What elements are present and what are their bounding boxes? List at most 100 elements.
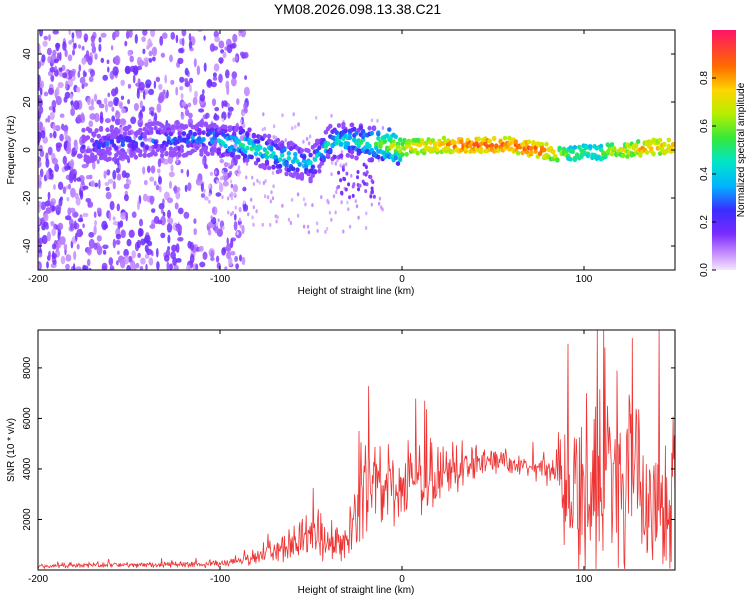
spectral-ridge-point — [153, 140, 158, 146]
spectral-noise-point — [244, 75, 248, 80]
spectral-ridge-point — [347, 135, 353, 141]
spectral-ridge-point — [87, 148, 93, 154]
spectral-ridge-point — [245, 132, 250, 138]
spectral-noise-point — [336, 158, 339, 163]
spectral-noise-point — [188, 40, 193, 49]
spectral-ridge-point — [343, 177, 347, 182]
spectral-ridge-point — [550, 149, 556, 155]
spectral-noise-point — [221, 111, 227, 121]
spectral-noise-point — [78, 64, 82, 72]
spectral-noise-point — [91, 45, 97, 54]
spectral-noise-point — [272, 184, 275, 189]
spectral-ridge-point — [325, 141, 331, 147]
spectral-ridge-point — [277, 157, 283, 162]
spectral-noise-point — [47, 115, 51, 123]
spectral-noise-point — [88, 267, 92, 270]
y-tick-label: 2000 — [22, 508, 33, 531]
spectral-noise-point — [150, 110, 155, 117]
spectral-noise-point — [212, 76, 218, 81]
spectral-noise-point — [140, 257, 146, 265]
colorbar-tick-label: 0.8 — [699, 71, 710, 85]
spectral-noise-point — [50, 74, 55, 82]
spectral-noise-point — [47, 146, 53, 156]
spectral-ridge-point — [382, 139, 388, 144]
spectral-noise-point — [99, 111, 104, 120]
spectral-ridge-point — [598, 143, 604, 149]
spectral-noise-point — [117, 250, 120, 255]
spectral-noise-point — [218, 40, 225, 49]
spectral-noise-point — [125, 211, 128, 222]
spectral-ridge-point — [149, 129, 154, 134]
spectral-noise-point — [48, 87, 54, 95]
spectral-ridge-point — [210, 127, 215, 132]
spectral-ridge-point — [223, 124, 228, 130]
spectral-ridge-point — [192, 131, 198, 137]
spectral-noise-point — [128, 229, 135, 238]
spectral-noise-point — [262, 112, 265, 117]
spectral-noise-point — [54, 65, 57, 72]
spectral-noise-point — [305, 136, 309, 141]
spectral-ridge-point — [271, 151, 276, 156]
spectral-noise-point — [137, 200, 140, 211]
spectral-noise-point — [51, 99, 57, 109]
spectral-ridge-point — [395, 161, 401, 167]
spectral-noise-point — [118, 144, 122, 149]
spectral-ridge-point — [236, 154, 241, 160]
spectral-noise-point — [45, 158, 50, 168]
spectral-noise-point — [133, 103, 139, 111]
spectral-ridge-point — [162, 146, 167, 152]
spectral-noise-point — [65, 80, 68, 90]
spectral-ridge-point — [271, 164, 276, 170]
spectral-noise-point — [69, 93, 73, 100]
colorbar-label: Normalized spectral amplitude — [736, 82, 747, 217]
spectral-noise-point — [216, 255, 220, 263]
spectral-ridge-point — [424, 140, 429, 146]
spectral-noise-point — [276, 215, 279, 220]
spectral-ridge-point — [177, 131, 182, 136]
spectral-ridge-point — [435, 147, 440, 153]
spectral-noise-point — [167, 209, 171, 219]
spectral-ridge-point — [105, 127, 110, 133]
spectral-noise-point — [381, 126, 385, 130]
spectral-noise-point — [214, 36, 221, 43]
spectral-noise-point — [55, 42, 61, 49]
spectral-noise-point — [96, 207, 102, 215]
spectral-ridge-point — [557, 145, 562, 151]
spectral-ridge-point — [319, 161, 324, 167]
spectral-noise-point — [38, 160, 42, 168]
spectral-ridge-point — [249, 154, 254, 160]
spectral-ridge-point — [371, 125, 377, 131]
spectral-noise-point — [70, 187, 76, 198]
spectral-ridge-point — [297, 162, 302, 167]
spectral-noise-point — [63, 96, 68, 103]
spectral-noise-point — [335, 190, 338, 195]
spectral-noise-point — [120, 95, 125, 101]
spectral-noise-point — [365, 211, 368, 216]
spectral-ridge-point — [367, 125, 372, 131]
spectral-noise-point — [112, 180, 116, 190]
spectral-noise-point — [206, 79, 213, 88]
spectral-noise-point — [226, 196, 230, 201]
spectral-noise-point — [114, 98, 119, 106]
spectral-noise-point — [239, 254, 242, 262]
spectral-noise-point — [238, 30, 244, 34]
spectral-ridge-point — [585, 153, 591, 159]
spectral-noise-point — [145, 79, 152, 88]
spectral-ridge-point — [85, 135, 91, 141]
spectral-noise-point — [330, 113, 333, 118]
spectral-ridge-point — [199, 122, 204, 128]
spectral-ridge-point — [548, 145, 554, 151]
colorbar-tick-label: 0.0 — [699, 263, 710, 277]
spectral-ridge-point — [310, 173, 315, 179]
spectral-ridge-point — [264, 154, 270, 160]
spectral-noise-point — [102, 74, 108, 81]
spectral-noise-point — [156, 261, 160, 270]
spectral-noise-point — [157, 219, 163, 225]
spectral-noise-point — [67, 140, 72, 151]
spectral-noise-point — [102, 249, 107, 255]
spectral-ridge-point — [96, 144, 102, 150]
spectral-noise-point — [90, 98, 94, 107]
spectral-noise-point — [70, 107, 75, 117]
spectral-noise-point — [334, 210, 337, 215]
